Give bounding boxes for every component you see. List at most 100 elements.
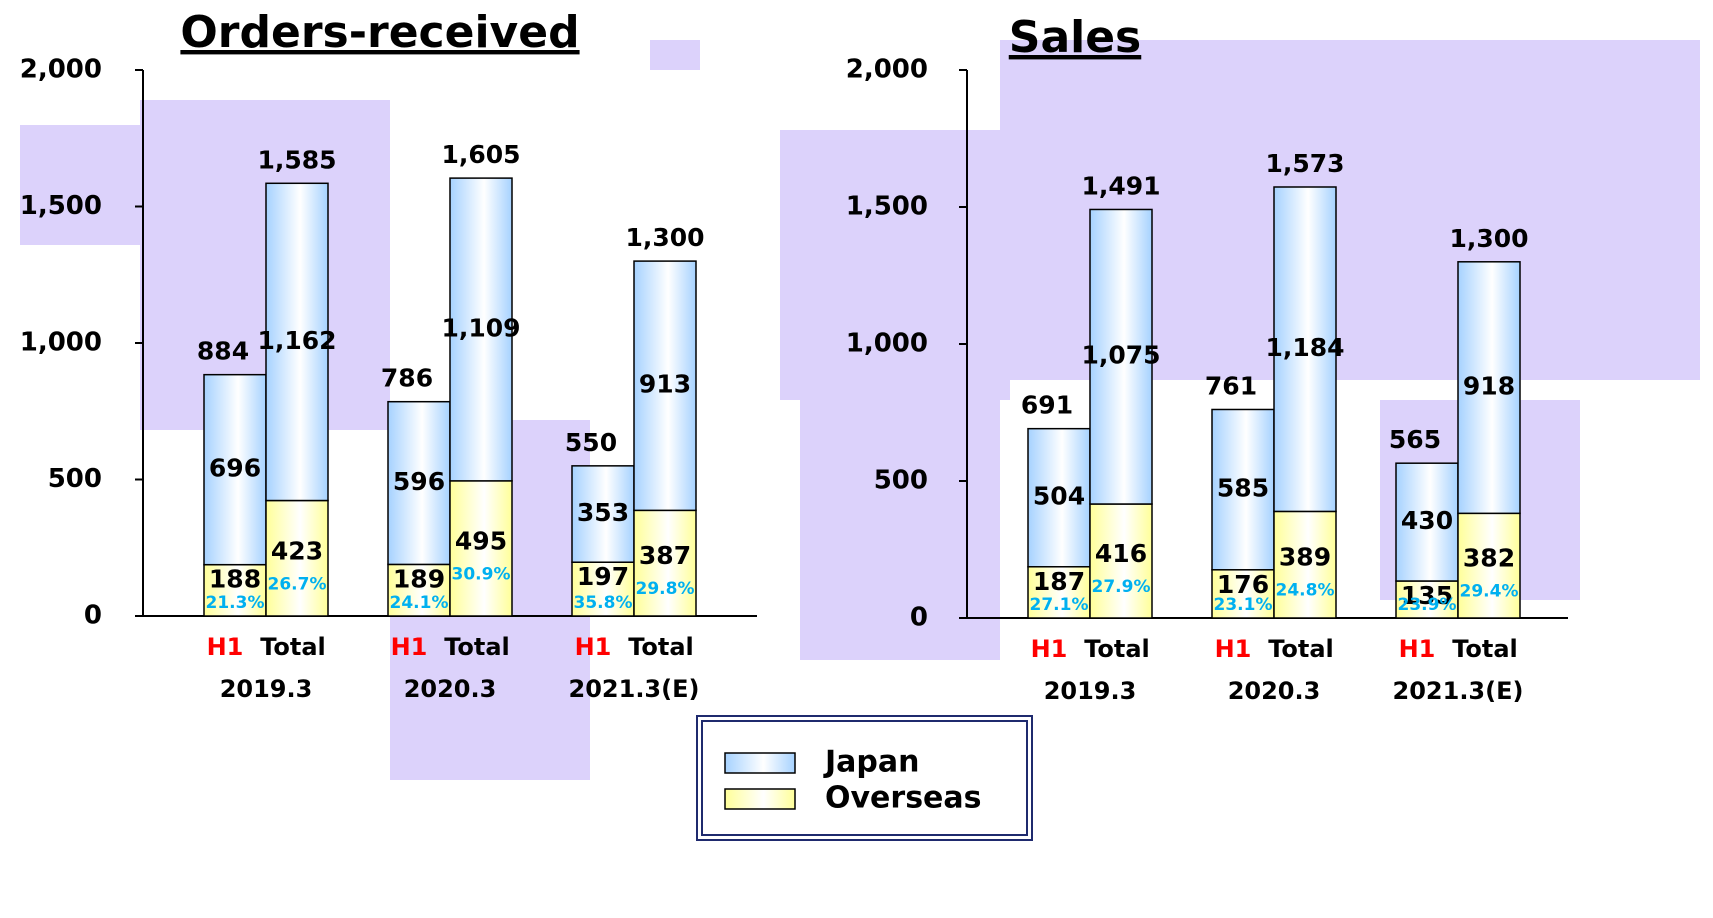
legend-label: Overseas (825, 781, 982, 816)
group-label: 2019.3 (220, 675, 313, 703)
x-tick-label: H1 (1031, 635, 1068, 663)
legend-box (696, 715, 1033, 841)
x-tick-label: Total (260, 633, 326, 661)
bar-segment (633, 260, 697, 512)
overseas-value-label: 197 (577, 562, 629, 591)
overseas-value-label: 135 (1401, 581, 1453, 610)
group-label: 2021.3(E) (1393, 677, 1524, 705)
y-tick-label: 0 (84, 601, 102, 631)
bar-segment (265, 182, 329, 502)
overseas-value-label: 389 (1279, 543, 1331, 572)
bar-segment (1089, 503, 1153, 619)
total-label: 550 (565, 428, 617, 457)
total-label: 761 (1205, 371, 1257, 400)
total-label: 1,605 (441, 140, 520, 169)
japan-value-label: 504 (1033, 482, 1085, 511)
group-label: 2020.3 (1228, 677, 1321, 705)
legend-swatch (724, 752, 796, 774)
japan-value-label: 1,075 (1081, 341, 1160, 370)
japan-value-label: 1,184 (1265, 333, 1344, 362)
y-tick-label: 500 (874, 466, 928, 496)
y-tick-label: 1,500 (20, 191, 102, 221)
bar-segment (1273, 510, 1337, 619)
bar-segment (1457, 512, 1521, 619)
overseas-value-label: 187 (1033, 567, 1085, 596)
overseas-value-label: 423 (271, 536, 323, 565)
bar-segment (1395, 462, 1459, 582)
japan-value-label: 696 (209, 454, 261, 483)
bar-segment (633, 509, 697, 617)
bar-segment (265, 499, 329, 617)
overseas-share-label: 24.1% (390, 593, 449, 613)
total-label: 786 (381, 363, 433, 392)
overseas-share-label: 30.9% (452, 564, 511, 584)
overseas-value-label: 387 (639, 541, 691, 570)
bar-segment (1027, 566, 1091, 619)
overseas-value-label: 382 (1463, 544, 1515, 573)
bar-segment (203, 563, 267, 617)
bar-segment (1457, 261, 1521, 515)
x-tick-label: H1 (575, 633, 612, 661)
x-tick-label: H1 (207, 633, 244, 661)
overseas-share-label: 35.8% (574, 593, 633, 613)
bar-segment (1395, 580, 1459, 619)
y-tick-label: 2,000 (20, 55, 102, 85)
x-tick-label: Total (444, 633, 510, 661)
overseas-share-label: 29.4% (1460, 582, 1519, 602)
overseas-share-label: 24.8% (1276, 581, 1335, 601)
x-tick-label: H1 (1215, 635, 1252, 663)
overseas-share-label: 27.9% (1092, 577, 1151, 597)
total-label: 1,491 (1081, 171, 1160, 200)
x-tick-label: H1 (391, 633, 428, 661)
x-tick-label: Total (1268, 635, 1334, 663)
x-tick-label: Total (1084, 635, 1150, 663)
overseas-value-label: 416 (1095, 539, 1147, 568)
overseas-value-label: 176 (1217, 570, 1269, 599)
total-label: 884 (197, 337, 249, 366)
overseas-share-label: 27.1% (1030, 595, 1089, 615)
total-label: 691 (1021, 391, 1073, 420)
bar-segment (1211, 408, 1275, 571)
group-label: 2019.3 (1044, 677, 1137, 705)
x-tick-label: Total (628, 633, 694, 661)
legend-box-inner (701, 720, 1028, 836)
overseas-value-label: 495 (455, 526, 507, 555)
overseas-value-label: 189 (393, 564, 445, 593)
total-label: 565 (1389, 425, 1441, 454)
bar-segment (387, 400, 451, 566)
bar-segment (203, 373, 267, 566)
legend-swatch (724, 788, 796, 810)
group-label: 2021.3(E) (569, 675, 700, 703)
y-tick-label: 1,000 (846, 329, 928, 359)
bar-segment (1211, 569, 1275, 619)
japan-value-label: 430 (1401, 506, 1453, 535)
x-tick-label: H1 (1399, 635, 1436, 663)
y-tick-label: 1,500 (846, 192, 928, 222)
x-tick-label: Total (1452, 635, 1518, 663)
y-tick-label: 0 (910, 603, 928, 633)
japan-value-label: 353 (577, 498, 629, 527)
total-label: 1,300 (625, 223, 704, 252)
overseas-share-label: 23.9% (1398, 595, 1457, 615)
japan-value-label: 913 (639, 370, 691, 399)
total-label: 1,300 (1449, 224, 1528, 253)
y-tick-label: 1,000 (20, 328, 102, 358)
chart-title: Orders-received (180, 7, 579, 58)
bar-segment (449, 480, 513, 617)
overseas-share-label: 21.3% (206, 593, 265, 613)
overseas-value-label: 188 (209, 565, 261, 594)
bar-segment (1089, 208, 1153, 505)
bar-segment (449, 177, 513, 482)
y-tick-label: 2,000 (846, 55, 928, 85)
overseas-share-label: 26.7% (268, 574, 327, 594)
bar-segment (1027, 427, 1091, 568)
group-label: 2020.3 (404, 675, 497, 703)
chart-title: Sales (1009, 12, 1142, 63)
legend-label: Japan (823, 745, 919, 780)
japan-value-label: 1,109 (441, 313, 520, 342)
total-label: 1,573 (1265, 149, 1344, 178)
bar-segment (571, 465, 635, 563)
y-tick-label: 500 (48, 464, 102, 494)
japan-value-label: 596 (393, 467, 445, 496)
